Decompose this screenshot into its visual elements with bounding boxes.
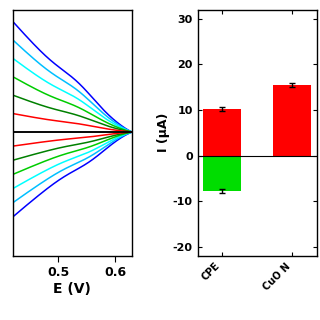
X-axis label: E (V): E (V)	[53, 282, 91, 296]
Y-axis label: I (μA): I (μA)	[157, 113, 170, 153]
Bar	[203, 109, 242, 156]
Bar	[203, 156, 242, 191]
Bar	[273, 85, 311, 156]
